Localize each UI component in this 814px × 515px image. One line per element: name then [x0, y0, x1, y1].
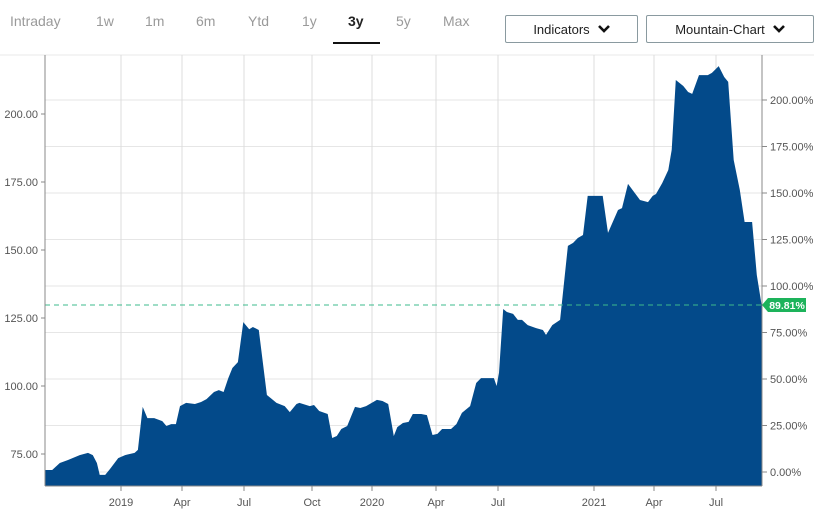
- tab-max[interactable]: Max: [443, 13, 470, 29]
- right-tick-label: 175.00%: [770, 141, 814, 153]
- x-tick-label: Apr: [173, 497, 190, 509]
- x-tick-label: Oct: [303, 497, 320, 509]
- right-tick-label: 100.00%: [770, 281, 814, 293]
- tab-1m[interactable]: 1m: [145, 13, 165, 29]
- indicators-label: Indicators: [533, 21, 590, 37]
- x-tick-label: 2019: [109, 497, 133, 509]
- range-tabs: Intraday 1w 1m 6m Ytd 1y 3y 5y Max: [0, 0, 500, 46]
- tab-5y[interactable]: 5y: [396, 13, 411, 29]
- x-tick-label: 2020: [360, 497, 384, 509]
- x-tick-label: Jul: [709, 497, 723, 509]
- right-tick-label: 50.00%: [770, 374, 808, 386]
- left-tick-label: 100.00: [4, 381, 38, 393]
- right-tick-label: 125.00%: [770, 234, 814, 246]
- left-tick-label: 150.00: [4, 245, 38, 257]
- x-tick-label: Apr: [645, 497, 662, 509]
- x-tick-label: 2021: [582, 497, 606, 509]
- chevron-down-icon: [772, 25, 785, 33]
- right-tick-label: 75.00%: [770, 327, 808, 339]
- left-tick-label: 75.00: [10, 449, 38, 461]
- left-tick-label: 200.00: [4, 109, 38, 121]
- x-tick-label: Apr: [427, 497, 444, 509]
- tab-ytd[interactable]: Ytd: [248, 13, 270, 29]
- chevron-down-icon: [597, 25, 610, 33]
- indicators-dropdown[interactable]: Indicators: [505, 15, 638, 43]
- tab-intraday[interactable]: Intraday: [10, 13, 61, 29]
- tab-1y[interactable]: 1y: [302, 13, 317, 29]
- right-tick-label: 25.00%: [770, 420, 808, 432]
- x-tick-label: Jul: [491, 497, 505, 509]
- change-badge-label: 89.81%: [769, 300, 805, 312]
- active-tab-underline: [333, 42, 380, 44]
- price-area: [45, 66, 762, 486]
- right-tick-label: 0.00%: [770, 467, 801, 479]
- right-tick-label: 200.00%: [770, 95, 814, 107]
- chart-type-label: Mountain-Chart: [675, 21, 765, 37]
- left-tick-label: 175.00: [4, 177, 38, 189]
- tab-1w[interactable]: 1w: [96, 13, 114, 29]
- chart-type-dropdown[interactable]: Mountain-Chart: [646, 15, 814, 43]
- tab-3y[interactable]: 3y: [348, 13, 364, 29]
- tab-6m[interactable]: 6m: [196, 13, 216, 29]
- left-tick-label: 125.00: [4, 313, 38, 325]
- right-tick-label: 150.00%: [770, 188, 814, 200]
- x-tick-label: Jul: [237, 497, 251, 509]
- change-badge: [762, 297, 806, 312]
